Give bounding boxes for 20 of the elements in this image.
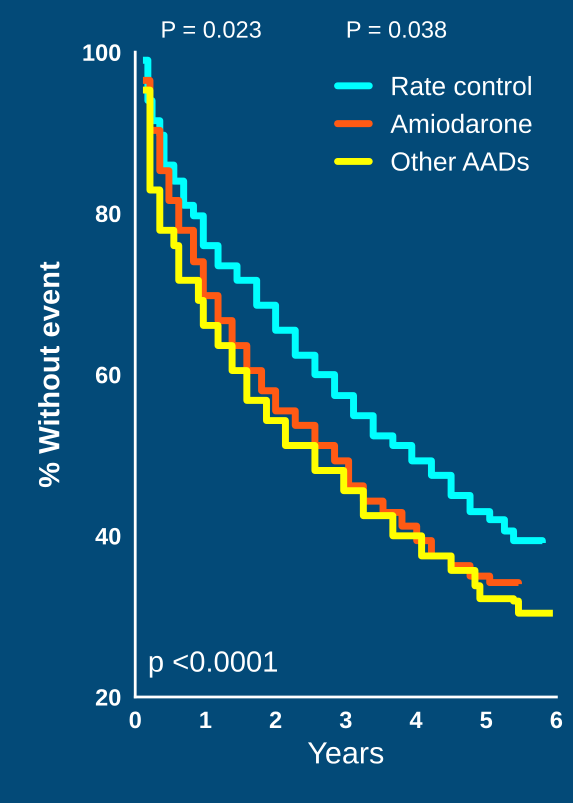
x-tick-label: 1 bbox=[200, 712, 212, 728]
x-tick-label: 4 bbox=[410, 712, 422, 728]
text: P = 0.023 bbox=[162, 21, 261, 38]
x-tick-label: 0 bbox=[130, 712, 141, 728]
legend-label: Other AADs bbox=[392, 152, 529, 171]
text: P = 0.038 bbox=[348, 21, 446, 38]
x-axis-title: Years bbox=[308, 742, 384, 764]
legend-label: Rate control bbox=[392, 76, 531, 96]
y-tick-label: 80 bbox=[96, 205, 120, 222]
legend-label: Amiodarone bbox=[390, 114, 532, 134]
x-tick-label: 2 bbox=[270, 712, 282, 728]
y-tick-label: 20 bbox=[96, 689, 120, 706]
x-tick-label: 5 bbox=[480, 712, 492, 728]
x-tick-label: 3 bbox=[340, 712, 352, 728]
x-tick-label: 6 bbox=[550, 712, 562, 728]
y-tick-label: 60 bbox=[96, 366, 120, 384]
y-axis-title: % Without event bbox=[38, 262, 60, 488]
y-tick-label: 100 bbox=[83, 44, 120, 61]
annotation: p <0.0001 bbox=[150, 651, 278, 678]
y-tick-label: 40 bbox=[95, 528, 120, 545]
